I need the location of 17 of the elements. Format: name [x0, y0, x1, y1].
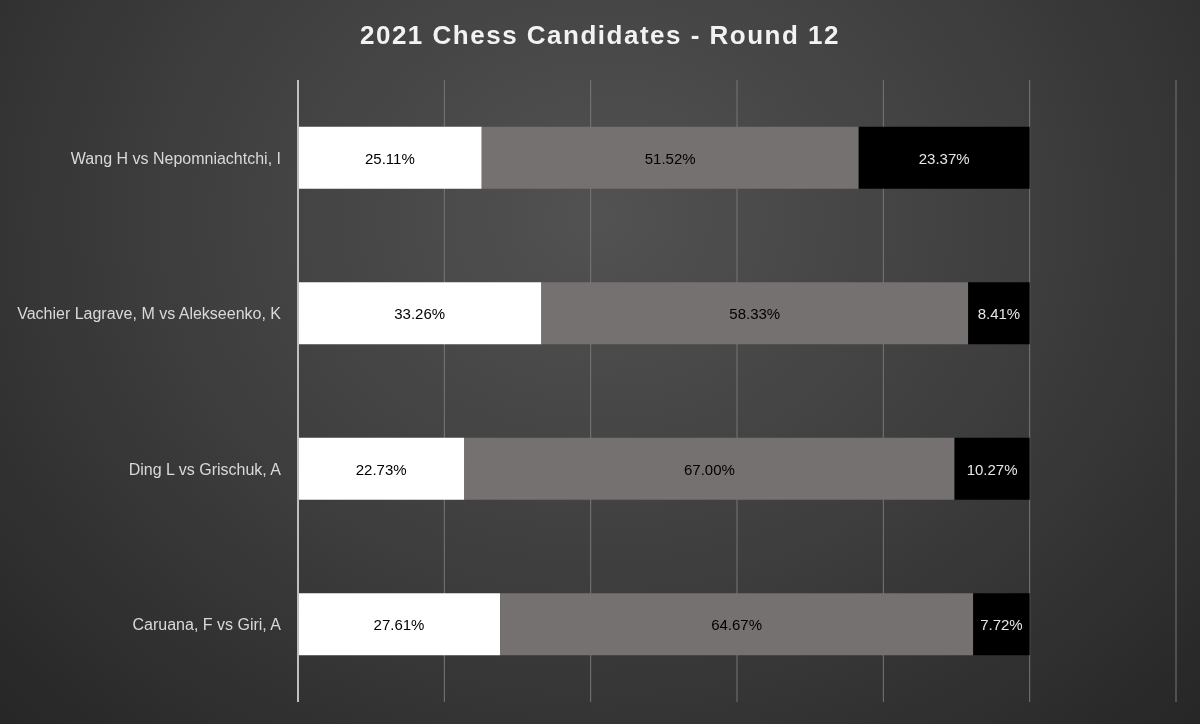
y-tick-label: Vachier Lagrave, M vs Alekseenko, K [17, 304, 282, 322]
data-label: 27.61% [373, 615, 425, 633]
data-label: 23.37% [918, 149, 970, 167]
y-tick-label: Ding L vs Grischuk, A [128, 460, 282, 478]
data-label: 10.27% [966, 460, 1018, 478]
data-label: 25.11% [364, 149, 415, 167]
data-label: 22.73% [355, 460, 407, 478]
data-label: 33.26% [394, 304, 446, 322]
y-tick-label: Caruana, F vs Giri, A [132, 615, 282, 633]
chart-title: 2021 Chess Candidates - Round 12 [359, 20, 841, 51]
data-label: 51.52% [644, 149, 696, 167]
data-label: 67.00% [683, 460, 735, 478]
data-label: 8.41% [977, 304, 1021, 322]
y-tick-label: Wang H vs Nepomniachtchi, I [70, 149, 281, 167]
data-label: 58.33% [729, 304, 781, 322]
data-label: 7.72% [980, 615, 1023, 633]
data-label: 64.67% [711, 615, 763, 633]
